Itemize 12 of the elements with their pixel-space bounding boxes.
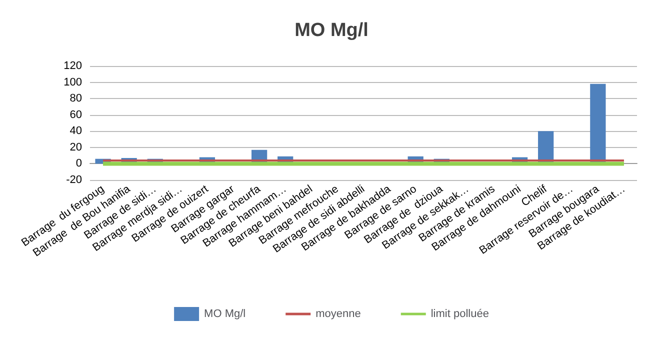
- legend-label: limit polluée: [430, 308, 489, 320]
- y-tick-label: 100: [64, 76, 82, 88]
- chart-title: MO Mg/l: [294, 20, 368, 41]
- y-tick-label: 120: [64, 60, 82, 72]
- y-tick-label: 60: [70, 108, 82, 121]
- y-tick-label: 0: [76, 158, 82, 170]
- y-tick-label: 20: [70, 141, 82, 154]
- y-tick-label: 40: [70, 125, 82, 138]
- y-tick-label: 80: [70, 92, 82, 105]
- legend-label: moyenne: [316, 308, 361, 320]
- y-tick-label: -20: [66, 174, 82, 186]
- legend-label: MO Mg/l: [204, 308, 246, 320]
